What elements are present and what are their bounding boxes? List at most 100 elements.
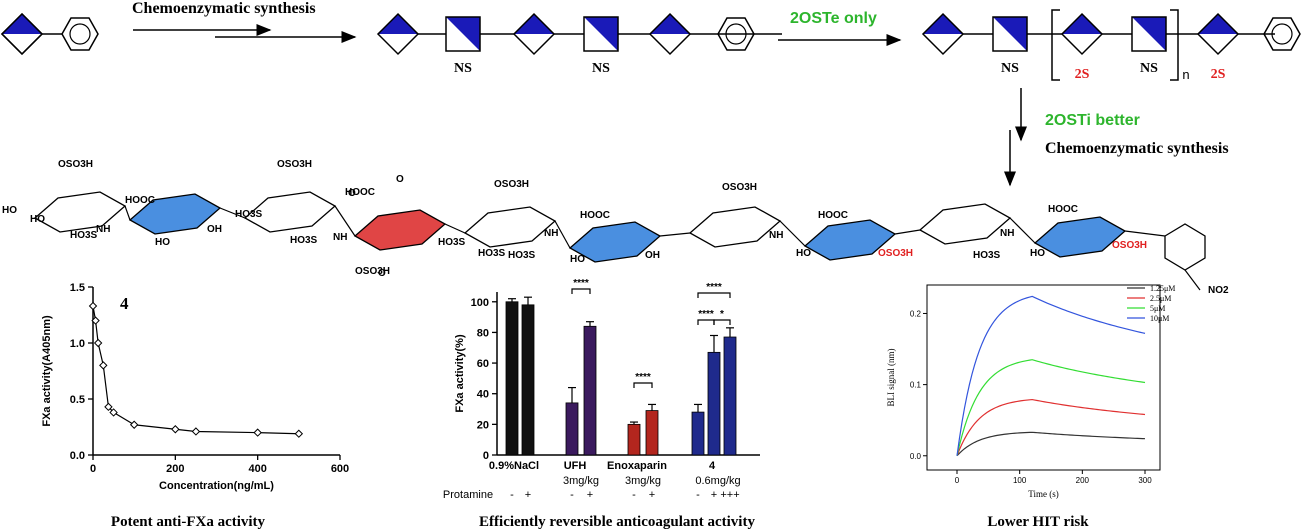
dose-label: 3mg/kg (625, 475, 661, 487)
x-tick-label: 600 (331, 463, 349, 475)
oligosaccharide-chain: NS NS (376, 12, 782, 76)
x-tick-label: 0 (955, 476, 960, 485)
sulfated-chain: NS NS 2S 2S n (921, 9, 1301, 82)
atom-label: OSO3H (878, 248, 913, 259)
atom-label: HO3S (508, 250, 536, 261)
benzene-icon (1263, 17, 1301, 51)
caption-anticoag: Efficiently reversible anticoagulant act… (479, 514, 755, 530)
atom-label: O (396, 174, 404, 185)
fxa-activity-chart: 0 200 400 600 0.0 0.5 1.0 1.5 Concentration(ng/m… (41, 282, 349, 492)
protamine-sign: - (510, 489, 514, 501)
significance-label: **** (698, 309, 714, 320)
x-axis-label: Concentration(ng/mL) (159, 480, 274, 492)
bar (505, 301, 519, 456)
y-axis-label: FXa activity(%) (454, 334, 466, 413)
idoa-ring (353, 209, 447, 251)
glca-diamond-icon (1060, 12, 1104, 56)
glca-diamond-icon (648, 12, 692, 56)
bar (583, 325, 597, 456)
y-tick-label: 1.5 (70, 282, 85, 294)
atom-label: OSO3H (355, 266, 390, 277)
bar (723, 336, 737, 456)
bli-signal-chart: 0 100 200 300 0.0 0.1 0.2 Time (s) BLI signal (n… (886, 284, 1175, 499)
atom-label: OSO3H (722, 182, 757, 193)
atom-label: NO2 (1208, 285, 1229, 296)
atom-label: HO (30, 214, 45, 225)
group-label: Enoxaparin (607, 460, 667, 472)
protamine-sign: - (570, 489, 574, 501)
data-point (104, 402, 113, 412)
glca-diamond-icon (376, 12, 420, 56)
glcns-ring (463, 206, 557, 248)
glca-diamond-icon (921, 12, 965, 56)
atom-label: NH (333, 232, 347, 243)
bar (565, 402, 579, 456)
y-tick-label: 0 (483, 450, 489, 462)
caption-fxa: Potent anti-FXa activity (111, 514, 266, 530)
x-tick-label: 0 (90, 463, 96, 475)
atom-label: OSO3H (58, 159, 93, 170)
group-label: 4 (709, 460, 716, 472)
glcns-ring (688, 206, 782, 248)
benzene-icon (717, 17, 755, 51)
ns-label: NS (1140, 61, 1158, 76)
significance-bracket (571, 288, 591, 294)
nitrophenyl-ring (1164, 223, 1206, 271)
glca-diamond-icon (1196, 12, 1240, 56)
atom-label: NH (769, 230, 783, 241)
glycosidic-bond (894, 229, 921, 235)
atom-label: HO3S (973, 250, 1001, 261)
y-tick-label: 20 (477, 419, 489, 431)
glcns-square-icon (992, 16, 1028, 52)
step4-label: Chemoenzymatic synthesis (1045, 140, 1229, 157)
atom-label: HO3S (235, 209, 263, 220)
atom-label: HOOC (345, 187, 375, 198)
legend-label: 5μM (1150, 304, 1165, 313)
sulfation-2s-label: 2S (1211, 67, 1226, 82)
glycosidic-bond (1009, 217, 1036, 244)
atom-label: OSO3H (1112, 240, 1147, 251)
significance-label: **** (573, 278, 589, 289)
synthesis-scheme: Chemoenzymatic synthesis NS NS 2OSTe only… (0, 0, 1301, 187)
atom-label: OSO3H (494, 179, 529, 190)
group-label: UFH (564, 460, 587, 472)
data-point (93, 338, 103, 348)
y-axis-label: FXa activity(A405nm) (41, 315, 53, 427)
atom-label: HO (2, 205, 17, 216)
left-bracket (1051, 9, 1060, 81)
glycosidic-bond (554, 220, 571, 249)
y-tick-label: 40 (477, 389, 489, 401)
significance-bracket (697, 319, 715, 325)
atom-label: O (378, 268, 386, 279)
protamine-sign: +++ (720, 489, 739, 501)
data-point (109, 408, 118, 417)
significance-bracket (633, 382, 653, 388)
data-point (294, 429, 304, 438)
glycosidic-bond (659, 232, 691, 237)
bli-series-line (956, 398, 1146, 456)
atom-label: O (348, 188, 356, 199)
bli-series-line (956, 359, 1146, 456)
glycosidic-bond (334, 205, 356, 237)
atom-label: HO3S (438, 237, 466, 248)
x-tick-label: 200 (166, 463, 184, 475)
dose-label: 3mg/kg (563, 475, 599, 487)
protamine-sign: - (632, 489, 636, 501)
atom-label: HO (1030, 248, 1045, 259)
bar (645, 410, 659, 456)
glcns-square-icon (445, 16, 481, 52)
glycosidic-bond (779, 220, 806, 247)
glycosidic-bond (444, 223, 466, 234)
glcns-square-icon (583, 16, 619, 52)
x-tick-label: 100 (1013, 476, 1027, 485)
chemical-structure: OSO3HHOHONHHO3SHOOCHOOHOSO3HHO3SONHHO3SO… (2, 159, 1229, 296)
x-tick-label: 200 (1076, 476, 1090, 485)
atom-label: HO3S (70, 230, 98, 241)
atom-label: HO (570, 254, 585, 265)
atom-label: NH (1000, 228, 1014, 239)
atom-label: HO (155, 237, 170, 248)
y-tick-label: 100 (471, 297, 489, 309)
